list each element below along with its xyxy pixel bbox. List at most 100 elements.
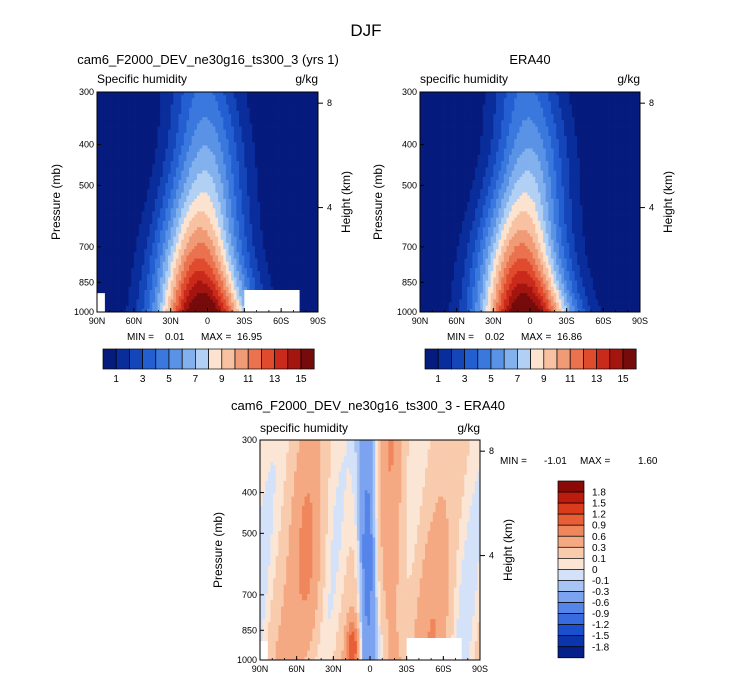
heatmap-cell xyxy=(104,258,108,263)
heatmap-cell xyxy=(160,217,164,222)
heatmap-cell xyxy=(107,120,111,124)
heatmap-cell xyxy=(157,117,161,121)
heatmap-cell xyxy=(107,261,111,266)
heatmap-cell xyxy=(136,161,140,165)
heatmap-cell xyxy=(154,211,158,215)
heatmap-cell xyxy=(154,173,158,178)
heatmap-cell xyxy=(160,136,164,140)
heatmap-cell xyxy=(97,233,101,237)
heatmap-cell xyxy=(102,170,106,175)
heatmap-cell xyxy=(141,170,145,175)
heatmap-cell xyxy=(302,205,306,209)
heatmap-cell xyxy=(123,268,127,272)
heatmap-cell xyxy=(118,255,122,259)
heatmap-cell xyxy=(273,227,277,231)
heatmap-cell xyxy=(233,136,237,140)
heatmap-cell xyxy=(110,173,114,178)
heatmap-cell xyxy=(215,145,219,149)
heatmap-cell xyxy=(107,142,111,146)
heatmap-cell xyxy=(157,151,161,156)
heatmap-cell xyxy=(152,117,156,121)
heatmap-cell xyxy=(97,239,101,244)
heatmap-cell xyxy=(139,101,143,105)
heatmap-cell xyxy=(283,233,287,237)
heatmap-cell xyxy=(262,246,266,250)
heatmap-cell xyxy=(128,214,132,219)
heatmap-cell xyxy=(225,164,229,168)
heatmap-cell xyxy=(315,217,319,222)
heatmap-cell xyxy=(291,92,295,96)
heatmap-cell xyxy=(183,230,187,234)
heatmap-cell xyxy=(241,164,245,168)
heatmap-cell xyxy=(115,173,119,178)
heatmap-cell xyxy=(154,176,158,181)
heatmap-cell xyxy=(136,95,140,99)
heatmap-cell xyxy=(207,220,211,225)
heatmap-cell xyxy=(141,142,145,146)
heatmap-cell xyxy=(170,114,174,118)
heatmap-cell xyxy=(225,227,229,231)
heatmap-cell xyxy=(204,264,208,269)
heatmap-cell xyxy=(260,249,264,253)
heatmap-cell xyxy=(281,132,285,137)
heatmap-cell xyxy=(123,148,127,153)
heatmap-cell xyxy=(291,255,295,259)
heatmap-cell xyxy=(289,236,293,241)
heatmap-cell xyxy=(265,180,269,184)
heatmap-cell xyxy=(294,258,298,263)
heatmap-cell xyxy=(289,98,293,102)
heatmap-cell xyxy=(270,151,274,156)
heatmap-cell xyxy=(112,139,116,143)
heatmap-cell xyxy=(218,148,222,153)
heatmap-cell xyxy=(215,132,219,137)
heatmap-cell xyxy=(160,264,164,269)
heatmap-cell xyxy=(144,183,148,187)
heatmap-cell xyxy=(191,92,195,96)
heatmap-cell xyxy=(270,255,274,259)
heatmap-cell xyxy=(257,274,261,278)
heatmap-cell xyxy=(310,227,314,231)
heatmap-cell xyxy=(107,114,111,118)
heatmap-cell xyxy=(149,274,153,278)
heatmap-cell xyxy=(168,120,172,124)
heatmap-cell xyxy=(157,104,161,109)
heatmap-cell xyxy=(154,230,158,234)
heatmap-cell xyxy=(225,158,229,162)
heatmap-cell xyxy=(275,110,279,115)
heatmap-cell xyxy=(112,180,116,184)
heatmap-cell xyxy=(133,132,137,137)
heatmap-cell xyxy=(215,220,219,225)
heatmap-cell xyxy=(291,186,295,190)
heatmap-cell xyxy=(246,214,250,219)
heatmap-cell xyxy=(312,126,316,131)
heatmap-cell xyxy=(291,151,295,156)
heatmap-cell xyxy=(189,114,193,118)
heatmap-cell xyxy=(136,236,140,241)
heatmap-cell xyxy=(136,277,140,281)
heatmap-cell xyxy=(299,242,303,247)
heatmap-cell xyxy=(273,95,277,99)
heatmap-cell xyxy=(252,249,256,253)
heatmap-cell xyxy=(281,211,285,215)
heatmap-cell xyxy=(278,145,282,149)
heatmap-cell xyxy=(178,145,182,149)
heatmap-cell xyxy=(294,161,298,165)
heatmap-cell xyxy=(115,142,119,146)
heatmap-cell xyxy=(115,117,119,121)
heatmap-cell xyxy=(104,249,108,253)
heatmap-cell xyxy=(196,261,201,266)
heatmap-cell xyxy=(128,139,132,143)
heatmap-cell xyxy=(202,104,206,109)
heatmap-cell xyxy=(118,214,122,219)
heatmap-cell xyxy=(281,242,285,247)
heatmap-cell xyxy=(118,136,122,140)
heatmap-cell xyxy=(131,208,135,212)
heatmap-cell xyxy=(225,233,229,237)
heatmap-cell xyxy=(233,129,237,134)
heatmap-cell xyxy=(254,136,258,140)
heatmap-cell xyxy=(189,107,193,112)
heatmap-cell xyxy=(275,151,279,156)
heatmap-cell xyxy=(191,211,195,215)
heatmap-cell xyxy=(244,151,248,156)
heatmap-cell xyxy=(223,252,227,256)
